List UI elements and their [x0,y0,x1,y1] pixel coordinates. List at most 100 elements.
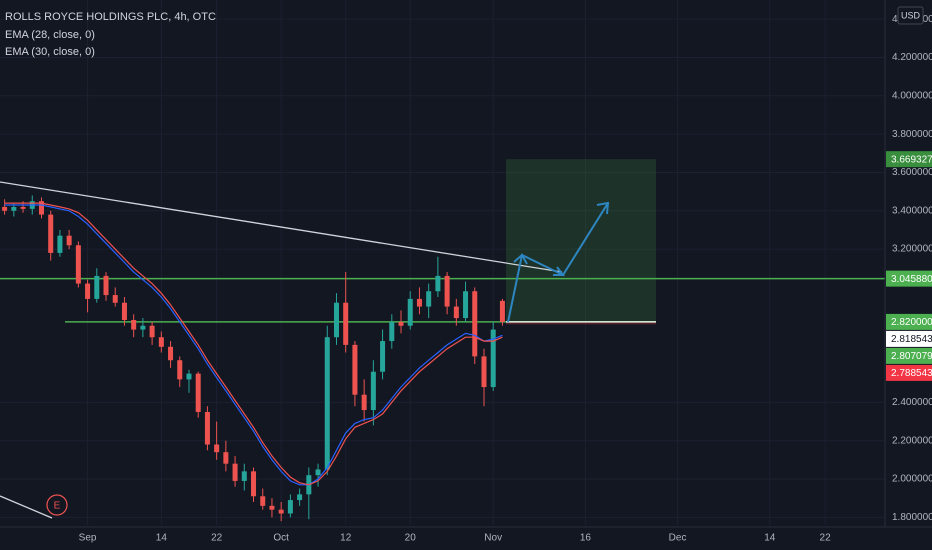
ema-line [4,204,503,486]
candle-body [315,469,321,476]
candle-body [472,291,478,357]
y-tick-label: 3.400000 [892,205,932,216]
candle-body [343,302,349,345]
candle-body [2,206,8,211]
x-tick-label: 22 [820,533,832,544]
candle-body [490,329,496,388]
price-label-box [886,270,932,287]
ema-line [4,202,503,486]
candle-body [131,319,137,330]
candle-body [333,302,339,338]
candle-body [278,509,284,514]
y-tick-label: 3.600000 [892,167,932,178]
candle-body [186,373,192,380]
price-label: 2.788543 [891,368,932,379]
candle-body [416,298,422,307]
y-tick-label: 3.200000 [892,244,932,255]
candle-body [499,300,505,322]
candle-body [204,411,210,445]
x-tick-label: Sep [79,533,97,544]
candle-body [214,444,220,453]
x-tick-label: 20 [405,533,417,544]
projection-arrows [507,201,610,323]
price-label: 2.820000 [891,317,932,328]
axis-labels: 1.800000 2.000000 2.200000 2.400000 3.200000… [79,14,932,544]
y-tick-label: 2.400000 [892,397,932,408]
plot [0,159,885,522]
candle-body [241,471,247,481]
candle-body [195,373,201,412]
candle-body [287,500,293,514]
candle-body [94,275,100,299]
y-tick-label: 2.000000 [892,474,932,485]
candle-body [232,463,238,481]
x-tick-label: 12 [340,533,352,544]
x-tick-label: Dec [669,533,687,544]
candle-body [352,344,358,395]
price-label: 3.669327 [891,154,932,165]
candle-body [177,360,183,380]
y-tick-label: 1.800000 [892,512,932,523]
trend-line [0,495,53,519]
candle-body [481,356,487,388]
candle-body [57,235,63,253]
y-tick-label: 4.000000 [892,90,932,101]
candle-body [223,452,229,464]
y-tick-label: 4.200000 [892,52,932,63]
candle-body [269,505,275,510]
candle-body [66,235,72,246]
price-label: 2.818543 [891,334,932,345]
x-tick-label: 14 [764,533,776,544]
price-label-box [886,364,932,381]
arrow-head [596,201,610,215]
candle-body [453,306,459,319]
arrow-path [507,202,609,323]
candle-body [370,371,376,411]
candle-body [260,496,266,506]
legend-entry: EMA (30, close, 0) [5,46,95,58]
candle-body [361,394,367,411]
candle-body [48,214,54,253]
y-tick-label: 3.800000 [892,129,932,140]
price-label: 2.807079 [891,351,932,362]
price-label-box [886,151,932,168]
target-zone [506,159,656,322]
candle-body [85,283,91,299]
candle-body [324,337,330,470]
currency-badge[interactable] [897,6,924,25]
candle-body [149,325,155,338]
candle-body [168,346,174,361]
price-label-box [886,330,932,347]
candle-body [407,298,413,326]
candle-body [435,275,441,292]
candle-body [380,341,386,372]
arrow-head [553,266,565,276]
price-label-box [886,347,932,364]
candle-body [389,321,395,342]
candle-body [444,275,450,307]
earnings-marker-label: E [54,501,61,512]
candle-body [112,295,118,303]
currency-label: USD [901,10,921,20]
candle-body [297,494,303,501]
candle-body [75,245,81,284]
candle-body [121,302,127,320]
candle-body [11,206,17,211]
candle-body [251,471,257,497]
y-tick-label: 2.200000 [892,435,932,446]
price-label: 3.045880 [891,274,932,285]
candle-body [398,321,404,326]
candle-body [38,201,44,215]
arrow-head [513,253,528,265]
earnings-marker[interactable] [46,494,68,516]
candle-body [463,291,469,319]
candle-body [140,325,146,330]
x-tick-label: 22 [211,533,223,544]
trend-line [0,181,563,273]
candle-body [20,206,26,209]
chart-title: ROLLS ROYCE HOLDINGS PLC, 4h, OTC [5,11,216,23]
candle-body [158,337,164,347]
